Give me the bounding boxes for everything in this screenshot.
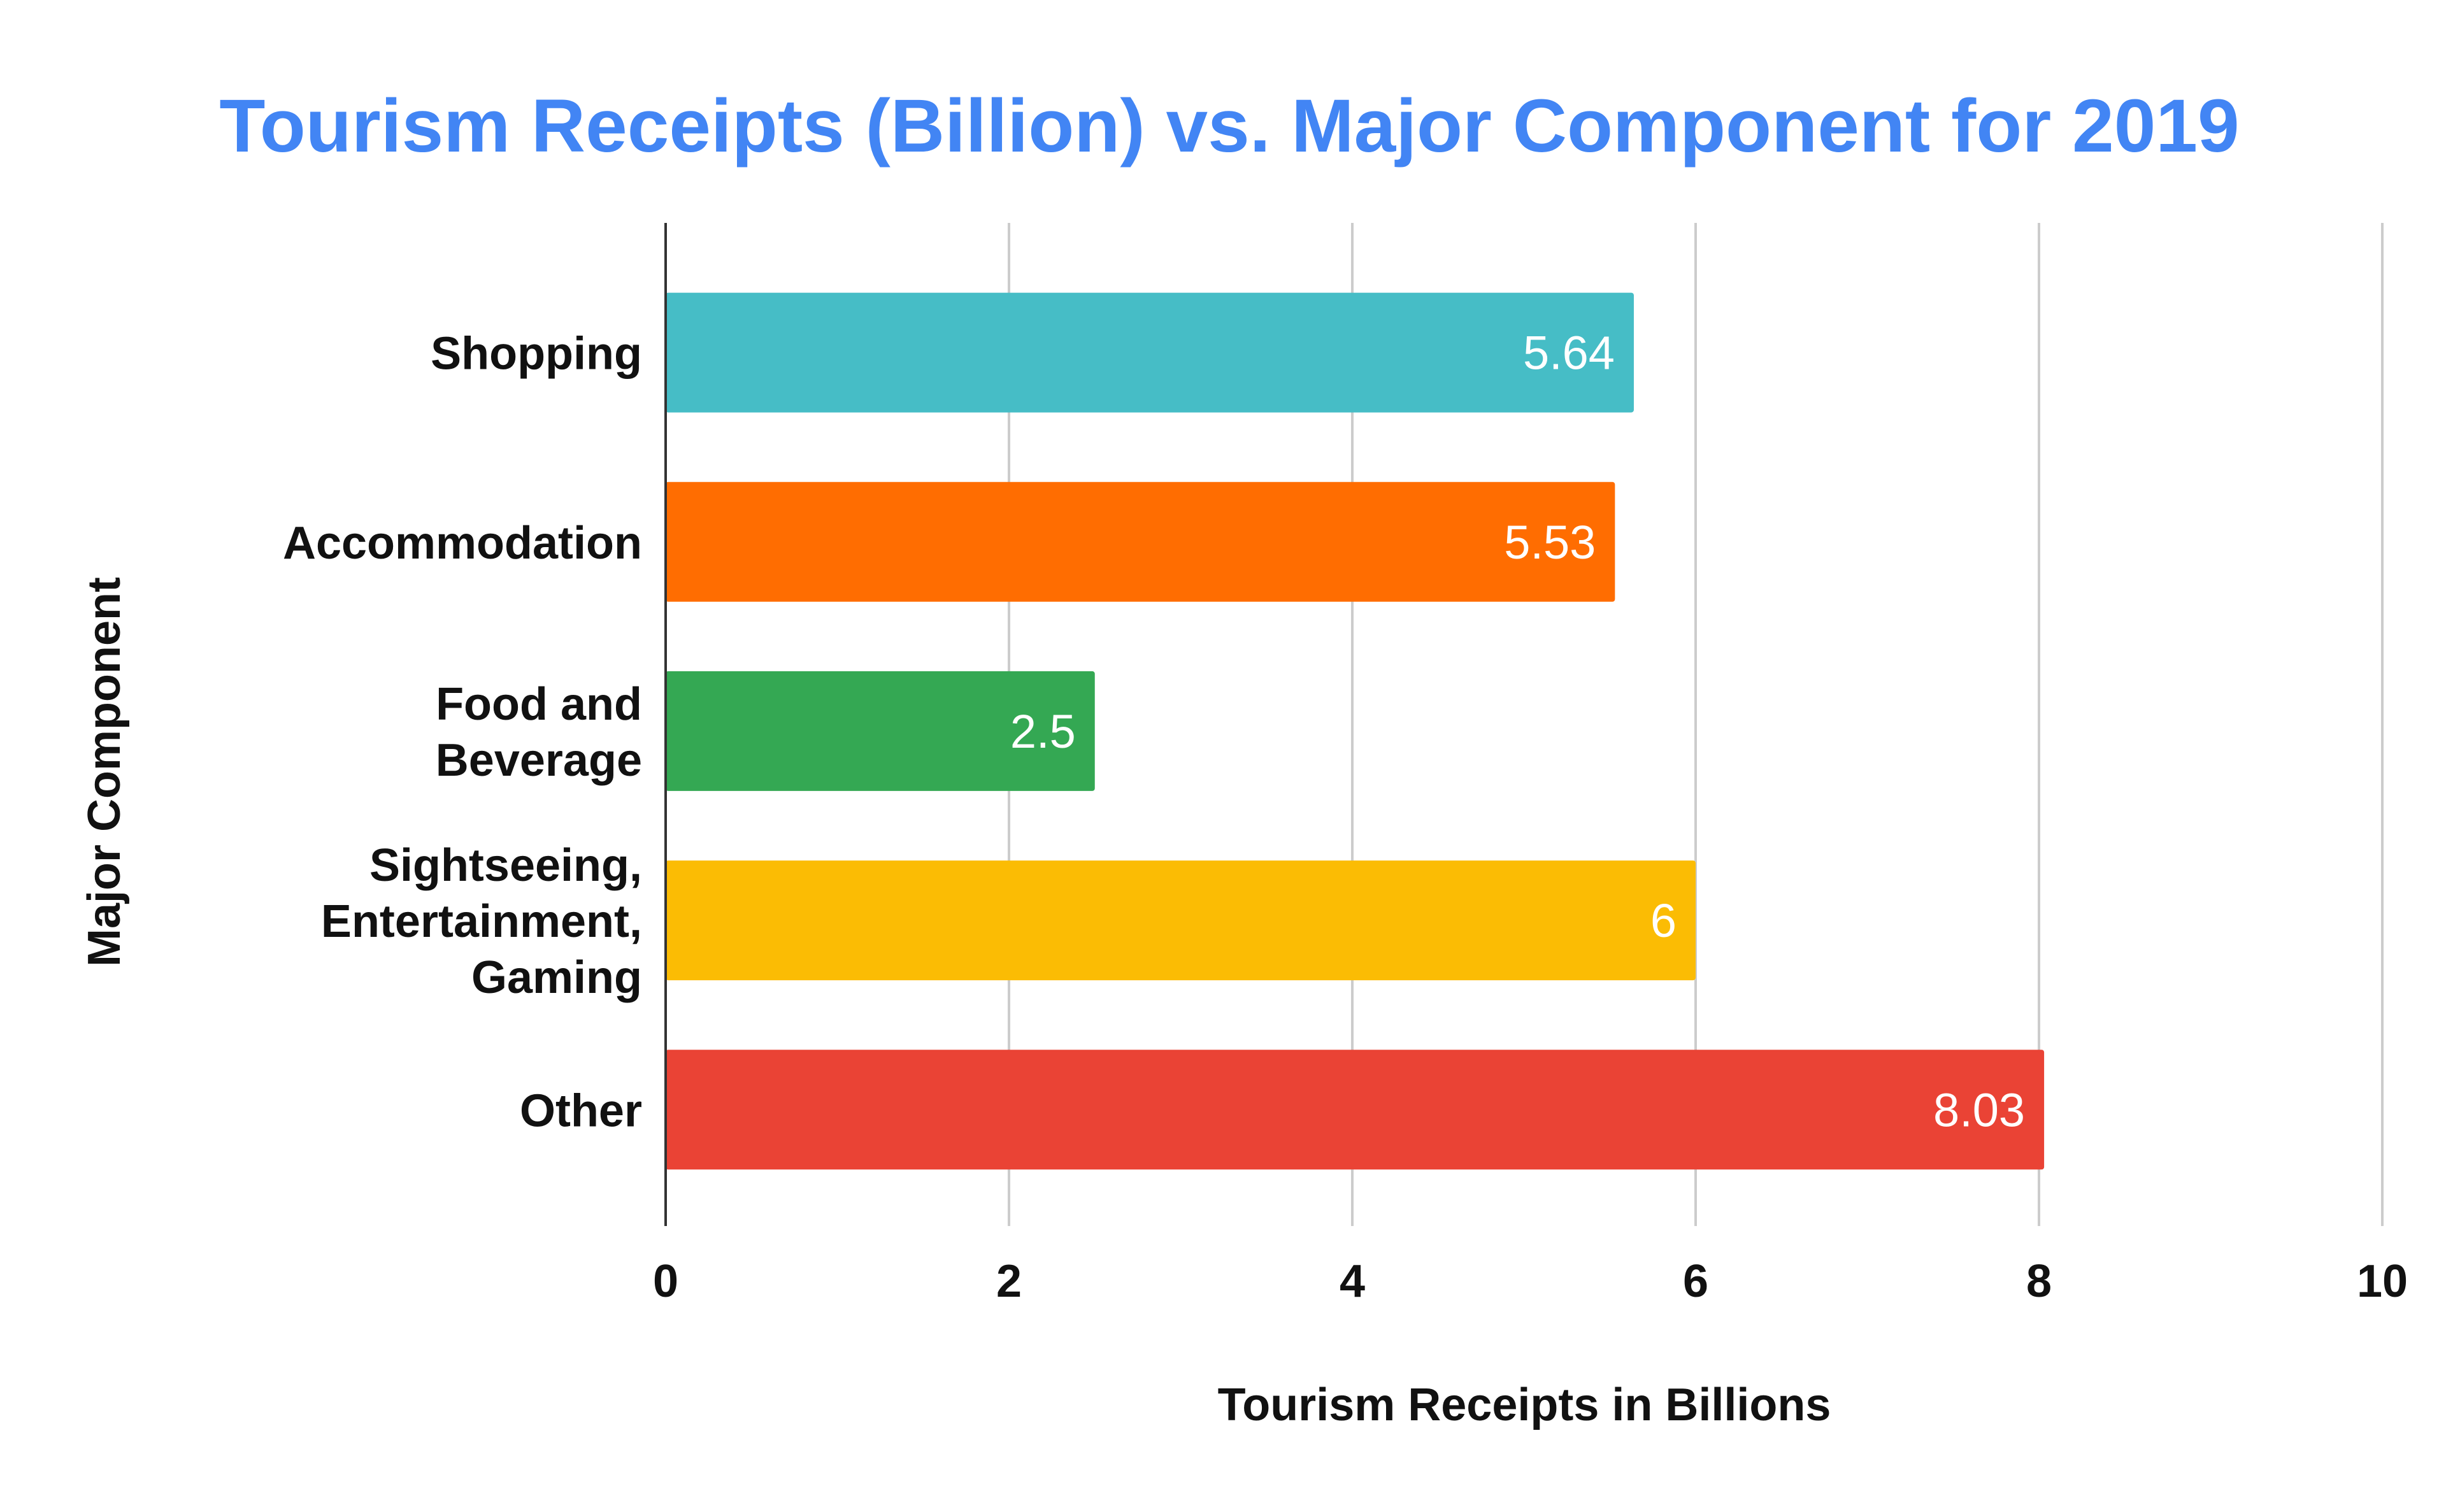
bar bbox=[666, 860, 1696, 981]
bar bbox=[666, 292, 1634, 413]
data-label: 6 bbox=[1650, 894, 1677, 947]
labels: 0 2 4 6 8 10 5.64 Shopping 5.53 Accommodation 2.5 F… bbox=[283, 327, 2408, 1307]
x-tick-label: 4 bbox=[1340, 1256, 1365, 1307]
category-label: Sightseeing, Entertainment, Gaming bbox=[321, 840, 642, 1003]
x-axis-title: Tourism Receipts in Billions bbox=[1218, 1380, 1831, 1430]
bar bbox=[666, 671, 1095, 791]
y-axis-title: Major Component bbox=[79, 577, 130, 967]
x-tick-label: 2 bbox=[996, 1256, 1022, 1307]
bar bbox=[666, 1050, 2045, 1170]
category-label: Accommodation bbox=[283, 518, 642, 569]
x-tick-label: 8 bbox=[2026, 1256, 2052, 1307]
category-label: Food and Beverage bbox=[436, 679, 642, 786]
x-tick-label: 10 bbox=[2357, 1256, 2408, 1307]
bars bbox=[666, 292, 2045, 1170]
bar bbox=[666, 481, 1615, 602]
data-label: 8.03 bbox=[1933, 1083, 2025, 1136]
category-label: Shopping bbox=[431, 329, 642, 380]
data-label: 5.53 bbox=[1504, 516, 1596, 569]
data-label: 5.64 bbox=[1523, 327, 1615, 380]
data-label: 2.5 bbox=[1010, 705, 1076, 758]
x-tick-label: 6 bbox=[1683, 1256, 1708, 1307]
x-tick-label: 0 bbox=[653, 1256, 678, 1307]
category-label: Other bbox=[520, 1085, 642, 1136]
chart-title: Tourism Receipts (Billion) vs. Major Com… bbox=[219, 84, 2239, 168]
